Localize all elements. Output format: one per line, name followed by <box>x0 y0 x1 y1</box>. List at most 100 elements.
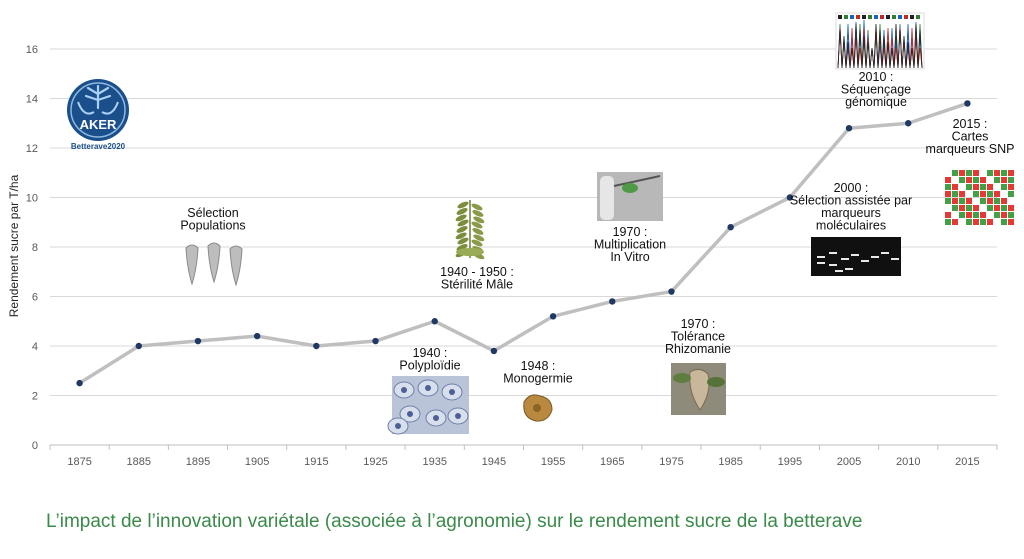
snp-cell <box>1001 219 1007 225</box>
leaf <box>673 373 691 383</box>
snp-cell <box>973 170 979 176</box>
snp-cell <box>994 191 1000 197</box>
gel-band <box>851 254 859 256</box>
plant-leaf <box>473 234 485 242</box>
snp-cell <box>952 219 958 225</box>
annotation-text: moléculaires <box>816 219 886 233</box>
annotation-text: 2015 : <box>953 117 988 131</box>
snp-cell <box>966 219 972 225</box>
snp-cell <box>959 205 965 211</box>
x-tick-label: 1935 <box>422 456 446 468</box>
snp-cell <box>994 205 1000 211</box>
snp-cell <box>1008 184 1014 190</box>
cell-nucleus <box>455 413 461 419</box>
gel-band <box>845 268 853 270</box>
annotation-text: Rhizomanie <box>665 342 731 356</box>
snp-cell <box>952 177 958 183</box>
annotation-text: 1940 : <box>413 346 448 360</box>
data-point <box>372 337 379 345</box>
snp-cell <box>1001 191 1007 197</box>
base-call <box>892 15 896 19</box>
snp-cell <box>973 205 979 211</box>
plant-leaf <box>473 216 485 224</box>
snp-cell <box>945 184 951 190</box>
annotation-text: marqueurs SNP <box>926 142 1015 156</box>
snp-cell <box>973 184 979 190</box>
snp-cell <box>1008 205 1014 211</box>
snp-cell <box>1001 177 1007 183</box>
x-tick-label: 1875 <box>67 456 91 468</box>
gel-band <box>891 258 899 260</box>
annotation-text: 1948 : <box>521 359 556 373</box>
x-tick-label: 1945 <box>482 456 506 468</box>
snp-cell <box>987 191 993 197</box>
y-tick-label: 12 <box>26 143 38 155</box>
snp-cell <box>1008 170 1014 176</box>
data-point <box>135 342 142 350</box>
snp-cell <box>980 170 986 176</box>
snp-cell <box>1001 205 1007 211</box>
data-point <box>668 288 675 295</box>
snp-cell <box>973 219 979 225</box>
caption: L’impact de l’innovation variétale (asso… <box>46 511 863 532</box>
snp-cell <box>973 177 979 183</box>
cell-nucleus <box>395 423 401 429</box>
snp-cell <box>952 191 958 197</box>
data-point <box>313 342 320 350</box>
snp-cell <box>980 205 986 211</box>
annotation-text: Séquençage <box>841 83 911 97</box>
x-tick-label: 2005 <box>837 456 861 468</box>
plant-leaf <box>471 239 483 247</box>
snp-cell <box>966 198 972 204</box>
gel-band <box>881 252 889 254</box>
snp-cell <box>1008 177 1014 183</box>
gel-band <box>861 260 869 262</box>
snp-cell <box>952 212 958 218</box>
annotation-text: In Vitro <box>610 250 649 264</box>
y-tick-label: 4 <box>32 341 38 353</box>
snp-cell <box>994 212 1000 218</box>
snp-cell <box>1001 212 1007 218</box>
snp-cell <box>966 184 972 190</box>
snp-cell <box>980 219 986 225</box>
beet-root-shape <box>207 242 221 284</box>
data-point <box>194 337 202 345</box>
plantlet <box>622 183 638 193</box>
base-call <box>868 15 872 19</box>
plant-leaf <box>455 232 467 240</box>
base-call <box>874 15 878 19</box>
data-point <box>609 298 616 305</box>
snp-cell <box>1008 219 1014 225</box>
y-tick-label: 14 <box>26 94 38 106</box>
base-call <box>862 15 866 19</box>
snp-cell <box>980 198 986 204</box>
snp-cell <box>1001 198 1007 204</box>
annotation-text: Sélection assistée par <box>790 194 912 208</box>
annotation-text: 1940 - 1950 : <box>440 265 514 279</box>
x-tick-label: 1995 <box>778 456 802 468</box>
seed-photo <box>523 394 553 422</box>
plant-leaf <box>456 208 468 215</box>
x-tick-label: 1905 <box>245 456 269 468</box>
snp-cell <box>1008 212 1014 218</box>
annotation-text: Cartes <box>952 130 989 144</box>
annotation-text: Monogermie <box>503 372 573 386</box>
snp-cell <box>980 184 986 190</box>
y-tick-label: 0 <box>32 440 38 452</box>
plant-leaf <box>455 214 467 222</box>
snp-cell <box>987 170 993 176</box>
diseased-root-photo <box>671 363 726 415</box>
gel-electrophoresis-image <box>811 237 901 276</box>
snp-cell <box>959 184 965 190</box>
x-tick-label: 1915 <box>304 456 328 468</box>
snp-cell <box>994 170 1000 176</box>
annotation-text: Polyploïdie <box>399 359 460 373</box>
dna-sequencing-chromatogram <box>835 12 925 70</box>
chromatogram-trace <box>837 19 923 69</box>
annotation-text: Stérilité Mâle <box>441 278 513 292</box>
snp-cell <box>945 212 951 218</box>
plant-leaf <box>457 219 469 227</box>
snp-cell <box>945 191 951 197</box>
snp-cell <box>952 184 958 190</box>
plant-leaf <box>456 244 468 251</box>
